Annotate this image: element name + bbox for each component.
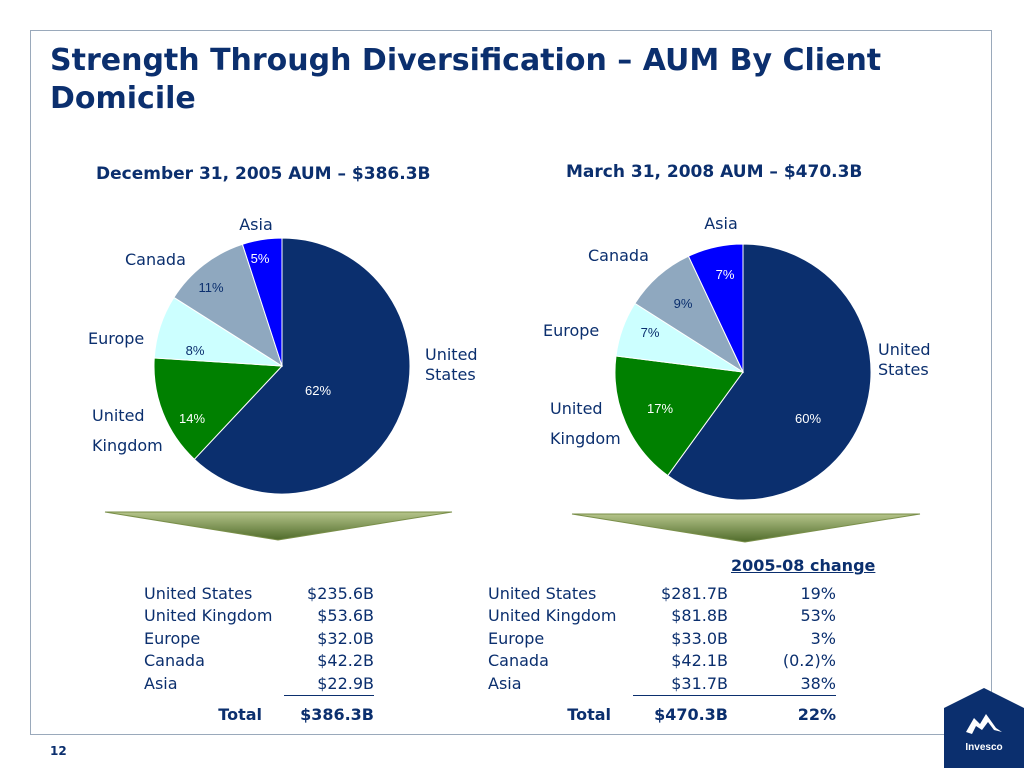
aum-cell: $32.0B <box>317 628 374 648</box>
region-cell: Europe <box>488 628 545 648</box>
slide-title: Strength Through Diversification – AUM B… <box>50 43 882 116</box>
change-header: 2005-08 change <box>731 556 876 575</box>
aum-cell: $33.0B <box>671 628 728 648</box>
total-value: $386.3B <box>300 705 374 725</box>
total-label: Total <box>218 705 262 724</box>
region-cell: United Kingdom <box>488 606 617 626</box>
table-row: Europe $33.0B 3% <box>488 627 836 650</box>
aum-cell: $42.2B <box>317 651 374 671</box>
slice-value-label: 5% <box>251 251 270 266</box>
total-value: $470.3B <box>654 705 728 725</box>
slice-value-label: 62% <box>305 383 331 398</box>
region-cell: United States <box>488 583 597 603</box>
change-cell: 53% <box>800 606 836 626</box>
aum-cell: $42.1B <box>671 651 728 671</box>
table-row: Europe $32.0B <box>144 627 374 650</box>
region-cell: United States <box>144 583 253 603</box>
slice-category-label: Asia <box>239 215 273 234</box>
slice-value-label: 14% <box>179 411 205 426</box>
table-2008: United States $281.7B 19% United Kingdom… <box>488 582 836 726</box>
pie-slice-asia <box>687 243 744 373</box>
aum-cell: $235.6B <box>307 583 374 603</box>
slice-category-label: United Kingdom <box>92 406 163 455</box>
aum-cell: $281.7B <box>661 583 728 603</box>
table-row: Asia $22.9B <box>144 672 374 696</box>
slice-value-label: 8% <box>186 343 205 358</box>
table-row: United States $235.6B <box>144 582 374 605</box>
slice-value-label: 17% <box>647 401 673 416</box>
slice-value-label: 11% <box>198 280 223 295</box>
slice-category-label: United States <box>878 340 931 379</box>
pie-slice-united-states <box>193 237 411 495</box>
table-row: United Kingdom $81.8B 53% <box>488 605 836 628</box>
table-row: United Kingdom $53.6B <box>144 605 374 628</box>
slice-category-label: Canada <box>125 250 186 269</box>
region-cell: United Kingdom <box>144 606 273 626</box>
change-cell: 19% <box>800 583 836 603</box>
table-2005: United States $235.6B United Kingdom $53… <box>144 582 374 726</box>
pie-chart-2008: 60% 17% 7% 9% 7% United States United Kingdom Eur… <box>543 214 931 501</box>
change-cell: 3% <box>810 628 836 648</box>
logo-mark-icon <box>966 714 1002 734</box>
logo-text: Invesco <box>965 742 1002 753</box>
aum-cell: $53.6B <box>317 606 374 626</box>
total-change: 22% <box>797 705 836 725</box>
slice-category-label: Asia <box>704 214 738 233</box>
slice-value-label: 60% <box>795 411 821 426</box>
invesco-logo: Invesco <box>944 688 1024 768</box>
table-row: Canada $42.1B (0.2)% <box>488 650 836 673</box>
slice-value-label: 7% <box>641 325 660 340</box>
down-arrow-2008 <box>571 513 921 543</box>
change-cell: 38% <box>728 672 836 696</box>
pie-slice-canada <box>173 243 283 368</box>
region-cell: Asia <box>488 674 522 693</box>
pie-chart-2005: 62% 14% 8% 11% 5% United States United Kingdom Eu… <box>88 215 478 495</box>
total-row: Total $386.3B <box>144 695 374 726</box>
pie-slice-united-kingdom <box>614 355 744 477</box>
slice-category-label: Europe <box>88 329 144 348</box>
slice-category-label: United States <box>425 345 478 384</box>
pie-slice-united-kingdom <box>153 357 284 461</box>
down-arrow-2005 <box>104 511 453 541</box>
chart-title-2008: March 31, 2008 AUM – $470.3B <box>566 162 863 182</box>
slide-frame <box>30 30 992 735</box>
aum-cell: $31.7B <box>633 672 728 696</box>
region-cell: Canada <box>144 651 205 671</box>
region-cell: Europe <box>144 628 201 648</box>
slice-category-label: Canada <box>588 246 649 265</box>
chart-title-2005: December 31, 2005 AUM – $386.3B <box>96 164 431 184</box>
region-cell: Asia <box>144 674 178 693</box>
table-row: United States $281.7B 19% <box>488 582 836 605</box>
aum-cell: $22.9B <box>284 672 374 696</box>
pie-slice-united-states <box>667 243 872 501</box>
slice-category-label: United Kingdom <box>550 399 621 448</box>
slice-value-label: 7% <box>716 267 735 282</box>
slice-value-label: 9% <box>674 296 693 311</box>
pie-slice-asia <box>241 237 283 367</box>
table-row: Canada $42.2B <box>144 650 374 673</box>
table-row: Asia $31.7B 38% <box>488 672 836 696</box>
region-cell: Canada <box>488 651 549 671</box>
slice-category-label: Europe <box>543 321 599 340</box>
total-label: Total <box>567 705 611 724</box>
aum-cell: $81.8B <box>671 606 728 626</box>
total-row: Total $470.3B 22% <box>488 695 836 726</box>
change-cell: (0.2)% <box>782 651 836 671</box>
logo-shape <box>944 688 1024 768</box>
page-number: 12 <box>50 744 67 758</box>
